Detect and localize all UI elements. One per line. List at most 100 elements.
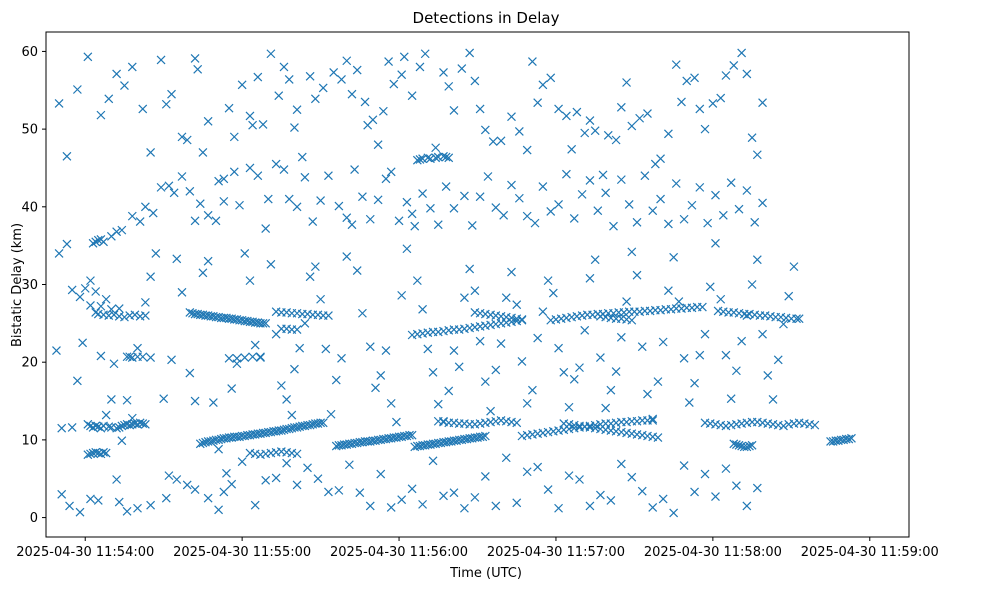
- detection-point: [355, 488, 365, 498]
- detection-point: [488, 137, 498, 146]
- detection-point: [716, 93, 726, 103]
- detection-point: [57, 423, 67, 433]
- detection-point: [679, 461, 689, 470]
- detection-point: [711, 238, 720, 248]
- detection-point: [164, 181, 174, 191]
- detection-point: [114, 497, 124, 507]
- detection-point: [88, 238, 98, 248]
- detection-point: [54, 99, 64, 108]
- detection-point: [91, 447, 101, 457]
- detection-point: [54, 248, 64, 258]
- detection-point: [86, 276, 95, 286]
- detection-point: [297, 152, 307, 162]
- detection-point: [206, 437, 216, 446]
- detection-point: [507, 112, 516, 122]
- detection-point: [475, 192, 485, 202]
- detection-point: [193, 64, 203, 74]
- detection-point: [530, 218, 540, 228]
- detection-point: [177, 132, 187, 142]
- detection-point: [198, 438, 208, 448]
- chart-title: Detections in Delay: [413, 9, 560, 27]
- detection-point: [679, 214, 689, 224]
- detection-point: [313, 474, 323, 484]
- detection-point: [219, 196, 229, 206]
- detection-point: [305, 272, 315, 282]
- detection-point: [648, 206, 658, 216]
- detection-point: [407, 91, 417, 101]
- detection-point: [606, 496, 616, 505]
- detection-point: [705, 282, 715, 292]
- detection-point: [794, 314, 804, 324]
- detection-point: [554, 104, 563, 114]
- detection-point: [480, 377, 490, 387]
- detection-point: [454, 362, 464, 372]
- detection-point: [203, 116, 213, 126]
- detection-point: [415, 154, 425, 164]
- y-axis-label: Bistatic Delay (km): [10, 223, 25, 347]
- detection-point: [83, 52, 93, 62]
- detection-point: [653, 433, 663, 442]
- detection-point: [695, 350, 705, 360]
- detection-point: [491, 365, 501, 375]
- detection-point: [318, 83, 328, 93]
- detection-point: [418, 499, 428, 509]
- detection-point: [663, 129, 673, 139]
- detection-point: [514, 127, 524, 136]
- detection-point: [538, 182, 548, 192]
- detection-point: [347, 89, 357, 99]
- detection-point: [439, 67, 448, 77]
- detection-point: [360, 97, 370, 107]
- detection-point: [632, 217, 642, 227]
- detection-point: [337, 74, 346, 84]
- detection-point: [140, 311, 150, 321]
- detection-point: [392, 417, 401, 427]
- detection-point: [609, 221, 618, 231]
- detection-point: [580, 128, 590, 138]
- detection-point: [386, 398, 396, 408]
- detection-point: [742, 69, 752, 79]
- detection-point: [214, 444, 224, 454]
- detection-point: [133, 343, 142, 353]
- y-tick-label: 20: [21, 356, 38, 371]
- detection-point: [125, 352, 135, 362]
- detection-point: [439, 151, 448, 161]
- detection-point: [135, 217, 145, 226]
- detection-point: [444, 81, 454, 91]
- detection-point: [690, 487, 699, 497]
- detection-point: [402, 197, 412, 207]
- detection-point: [718, 210, 728, 220]
- detection-point: [227, 479, 237, 489]
- detection-point: [222, 468, 231, 478]
- detection-point: [405, 430, 414, 440]
- detection-point: [261, 224, 271, 233]
- detection-point: [684, 398, 694, 408]
- detection-point: [742, 186, 752, 195]
- detection-point: [256, 353, 265, 362]
- detection-point: [114, 304, 124, 314]
- detection-point: [522, 211, 532, 221]
- detection-point: [397, 495, 407, 505]
- detection-point: [747, 440, 757, 450]
- detection-point: [290, 364, 299, 374]
- detection-point: [305, 71, 315, 81]
- detection-point: [138, 352, 148, 362]
- detection-point: [844, 434, 854, 444]
- detection-point: [365, 501, 375, 511]
- detection-point: [203, 256, 213, 266]
- detection-point: [601, 403, 611, 413]
- detection-point: [190, 396, 200, 406]
- detection-point: [161, 99, 171, 109]
- detection-point: [428, 456, 438, 466]
- detection-point: [679, 353, 689, 363]
- detection-point: [72, 376, 82, 386]
- detection-point: [62, 239, 72, 249]
- detection-point: [423, 153, 433, 163]
- detection-point: [80, 283, 90, 293]
- detection-point: [439, 491, 448, 501]
- detection-point: [156, 182, 166, 192]
- detection-point: [449, 203, 459, 213]
- detection-point: [365, 214, 375, 224]
- detection-point: [127, 62, 137, 72]
- detection-point: [603, 130, 613, 140]
